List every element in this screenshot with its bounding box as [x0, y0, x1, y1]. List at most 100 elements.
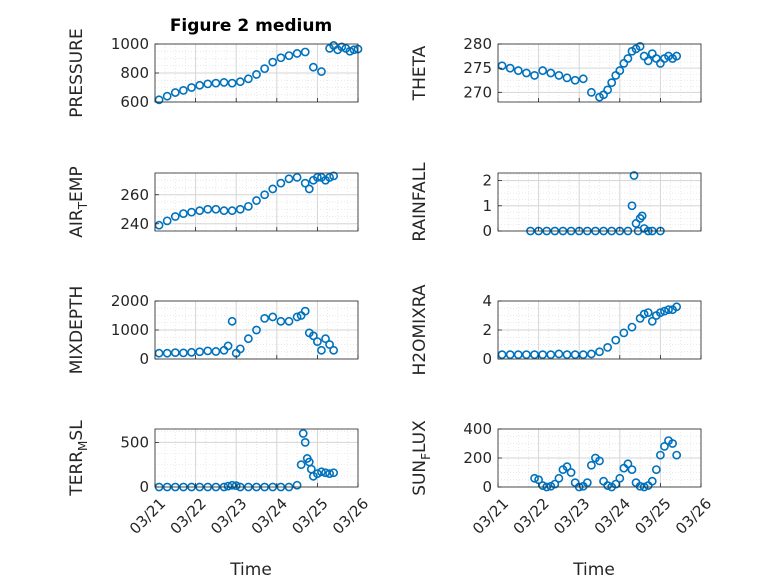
data-point [647, 316, 657, 326]
data-point [607, 78, 617, 88]
x-tick-label: 03/26 [329, 495, 372, 538]
data-point [627, 201, 637, 211]
y-tick-label: 1000 [111, 35, 149, 53]
data-point [300, 306, 310, 316]
data-point [656, 450, 665, 460]
data-point [325, 172, 334, 182]
data-point [268, 312, 278, 322]
data-point [643, 308, 653, 317]
y-axis-label: PRESSURE [67, 28, 87, 117]
y-tick-label: 600 [120, 93, 149, 111]
data-point [570, 75, 580, 85]
data-point [623, 459, 633, 469]
x-tick-label: 03/26 [672, 495, 715, 538]
data-point [664, 305, 673, 315]
data-point [538, 350, 548, 360]
data-point [538, 481, 548, 490]
data-point [656, 308, 665, 317]
y-tick-label: 200 [463, 449, 492, 467]
x-tick-label: 03/23 [550, 495, 593, 538]
data-point [530, 473, 539, 483]
data-point [668, 439, 677, 448]
data-point [325, 469, 334, 479]
data-point [296, 460, 306, 470]
x-tick-label: 03/23 [207, 495, 250, 538]
data-point [530, 71, 539, 80]
data-point [522, 68, 531, 78]
y-tick-label: 400 [463, 420, 492, 438]
data-point [530, 350, 539, 360]
data-point [345, 46, 355, 56]
data-point [672, 302, 682, 312]
subplot-3: 240 260 AIRTEMP [67, 166, 359, 238]
data-point [300, 178, 310, 188]
data-point [260, 313, 270, 323]
data-point [639, 309, 649, 319]
y-axis-label: TERRMSL [67, 420, 90, 497]
data-point [162, 216, 172, 226]
data-point [538, 66, 548, 75]
x-tick-label: 03/24 [248, 495, 291, 538]
y-tick-label: 2000 [111, 292, 149, 310]
data-point [276, 178, 286, 188]
data-point [211, 204, 221, 214]
data-point [268, 184, 278, 194]
data-point [546, 68, 556, 78]
data-point [595, 456, 604, 466]
data-point [554, 349, 564, 359]
data-point [300, 47, 310, 57]
y-tick-label: 0 [482, 350, 492, 368]
data-point [312, 172, 322, 182]
data-point [223, 481, 233, 491]
data-point [619, 328, 629, 338]
y-tick-label: 0 [482, 222, 492, 240]
y-tick-label: 4 [482, 292, 492, 310]
data-point [203, 204, 213, 214]
data-point [252, 325, 261, 335]
x-tick-label: 03/21 [469, 495, 512, 538]
data-point [170, 212, 180, 221]
data-point [292, 172, 302, 182]
data-point [647, 476, 657, 486]
data-point [627, 465, 637, 474]
data-point [651, 465, 661, 474]
data-point [578, 350, 588, 360]
axes-frame [497, 172, 702, 232]
data-point [554, 473, 564, 483]
x-tick-label: 03/25 [288, 495, 331, 538]
data-point [672, 450, 682, 460]
data-point [317, 467, 326, 477]
data-point [513, 66, 523, 75]
axes-frame [154, 172, 359, 232]
x-tick-label: 03/22 [510, 495, 553, 538]
data-point [566, 468, 576, 477]
subplot-1: 600 800 1000 PRESSURE [67, 28, 363, 118]
data-point [292, 312, 302, 322]
plot-area [498, 173, 701, 231]
data-point [586, 460, 596, 470]
y-tick-label: 1000 [111, 321, 149, 339]
data-point [312, 337, 322, 346]
data-point [227, 78, 237, 88]
data-point [235, 204, 245, 214]
data-point [187, 83, 196, 92]
x-axis-label-right: Time [572, 560, 615, 580]
data-point [522, 350, 531, 360]
data-point [603, 85, 613, 95]
data-point [317, 345, 326, 355]
data-point [329, 171, 339, 181]
subplot-5: 0 1000 2000 MIXDEPTH [67, 286, 359, 374]
data-point [243, 201, 253, 211]
data-point [513, 350, 523, 360]
data-point [243, 74, 253, 84]
y-axis-label: SUNFLUX [410, 420, 433, 496]
data-point [586, 349, 596, 359]
data-point [223, 341, 233, 351]
y-tick-label: 0 [139, 350, 149, 368]
data-point [227, 480, 237, 490]
y-axis-label: H2OMIXRA [410, 284, 430, 375]
data-point [260, 190, 270, 200]
x-axis-label-left: Time [229, 560, 272, 580]
